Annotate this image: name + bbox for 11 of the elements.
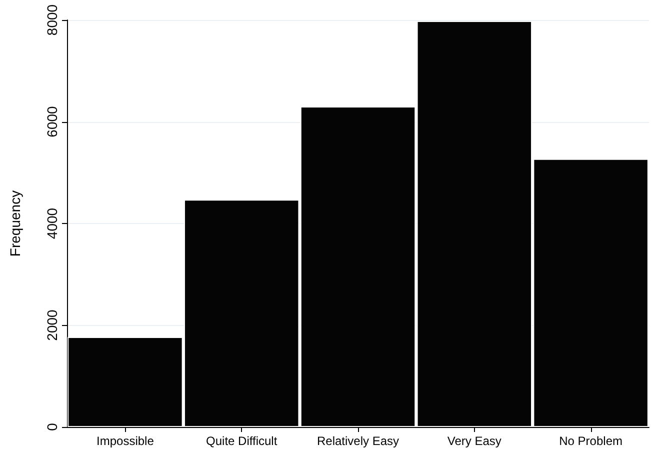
y-axis-title: Frequency	[7, 190, 23, 257]
y-tick-label: 4000	[44, 208, 60, 240]
y-tick-label: 2000	[44, 309, 60, 341]
y-tick-label: 0	[44, 422, 60, 431]
x-tick-label: Relatively Easy	[316, 434, 400, 448]
y-tick-label: 6000	[44, 106, 60, 138]
y-tick-label: 8000	[44, 4, 60, 36]
x-tick-label: Impossible	[96, 434, 154, 448]
x-tick-label: No Problem	[559, 434, 622, 448]
x-tick-label: Very Easy	[447, 434, 502, 448]
x-tick-label: Quite Difficult	[206, 434, 278, 448]
